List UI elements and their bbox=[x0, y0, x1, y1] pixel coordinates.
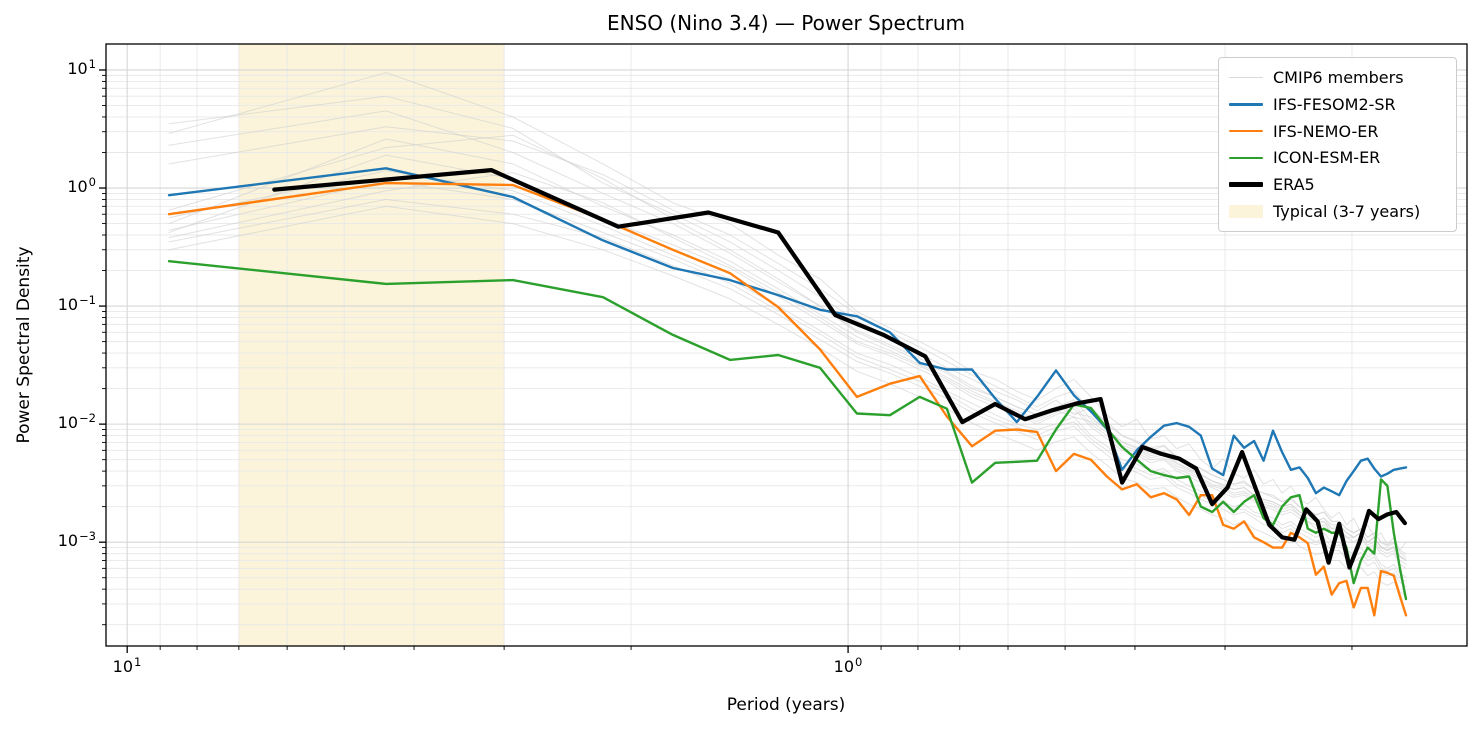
x-tick-label-10: 101 bbox=[112, 655, 142, 676]
legend-sample-line bbox=[1229, 129, 1263, 133]
x-tick-label-1: 100 bbox=[833, 655, 863, 676]
x-axis-label: Period (years) bbox=[726, 695, 846, 715]
y-tick-label-1e-3: 10−3 bbox=[57, 529, 96, 550]
legend-sample-line bbox=[1229, 76, 1263, 79]
y-axis-label: Power Spectral Density bbox=[14, 246, 34, 444]
y-tick-label-1e1: 101 bbox=[67, 57, 96, 78]
chart-title: ENSO (Nino 3.4) — Power Spectrum bbox=[606, 11, 966, 35]
legend-sample-line bbox=[1229, 182, 1263, 187]
y-tick-label-1e-1: 10−1 bbox=[57, 293, 96, 314]
legend-item-era5: ERA5 bbox=[1229, 175, 1446, 194]
legend-sample-line bbox=[1229, 156, 1263, 160]
legend-item-typical-band: Typical (3-7 years) bbox=[1229, 202, 1446, 221]
legend-sample-line bbox=[1229, 102, 1263, 106]
legend-item-cmip6-members: CMIP6 members bbox=[1229, 68, 1446, 87]
y-tick-label-1e0: 100 bbox=[67, 175, 96, 196]
legend-sample-patch bbox=[1229, 205, 1263, 219]
legend-item-icon-esm-er: ICON-ESM-ER bbox=[1229, 148, 1446, 167]
legend-item-ifs-fesom2-sr: IFS-FESOM2-SR bbox=[1229, 95, 1446, 114]
y-tick-label-1e-2: 10−2 bbox=[57, 411, 96, 432]
legend: CMIP6 members IFS-FESOM2-SR IFS-NEMO-ER … bbox=[1218, 57, 1457, 232]
legend-item-ifs-nemo-er: IFS-NEMO-ER bbox=[1229, 122, 1446, 141]
